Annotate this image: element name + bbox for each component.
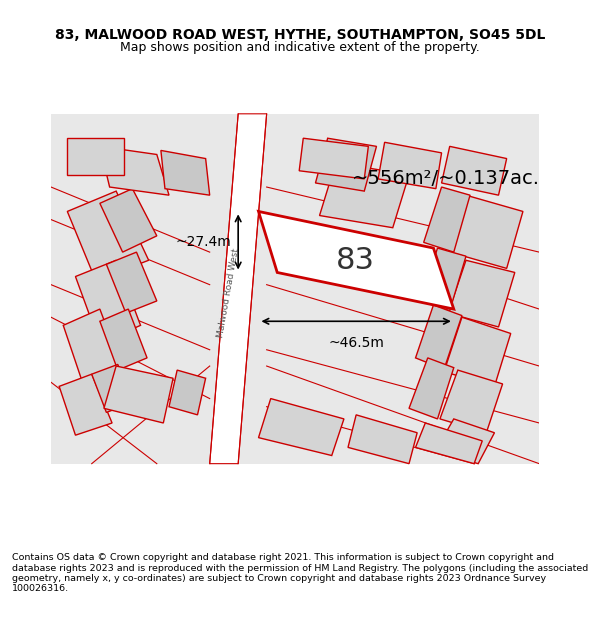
Polygon shape (299, 138, 368, 179)
Polygon shape (92, 364, 133, 413)
Polygon shape (444, 318, 511, 386)
Polygon shape (59, 374, 112, 435)
Polygon shape (100, 146, 169, 195)
Polygon shape (106, 252, 157, 313)
Text: Malwood Road West: Malwood Road West (216, 248, 241, 338)
Polygon shape (416, 423, 482, 464)
Polygon shape (416, 305, 462, 369)
Polygon shape (104, 366, 173, 423)
Text: ~556m²/~0.137ac.: ~556m²/~0.137ac. (352, 169, 540, 188)
Text: ~46.5m: ~46.5m (328, 336, 384, 350)
Polygon shape (259, 211, 454, 309)
Polygon shape (378, 142, 442, 189)
Polygon shape (440, 370, 503, 432)
Text: Map shows position and indicative extent of the property.: Map shows position and indicative extent… (120, 41, 480, 54)
Polygon shape (424, 187, 470, 252)
Polygon shape (63, 309, 124, 391)
Polygon shape (161, 151, 209, 195)
Text: ~27.4m: ~27.4m (176, 235, 232, 249)
Text: 83, MALWOOD ROAD WEST, HYTHE, SOUTHAMPTON, SO45 5DL: 83, MALWOOD ROAD WEST, HYTHE, SOUTHAMPTO… (55, 28, 545, 42)
Polygon shape (442, 146, 506, 195)
Polygon shape (435, 419, 494, 464)
Polygon shape (448, 260, 515, 327)
Polygon shape (450, 195, 523, 268)
Polygon shape (316, 138, 376, 191)
Polygon shape (169, 370, 206, 415)
Polygon shape (100, 189, 157, 252)
Polygon shape (76, 260, 140, 343)
Polygon shape (67, 138, 124, 175)
Polygon shape (259, 399, 344, 456)
Bar (51, 114, 539, 464)
Polygon shape (320, 162, 409, 228)
Text: Contains OS data © Crown copyright and database right 2021. This information is : Contains OS data © Crown copyright and d… (12, 553, 588, 593)
Polygon shape (67, 191, 149, 281)
Polygon shape (409, 358, 454, 419)
Polygon shape (100, 309, 147, 370)
Polygon shape (209, 114, 266, 464)
Text: 83: 83 (336, 246, 375, 275)
Polygon shape (421, 248, 466, 311)
Polygon shape (348, 415, 417, 464)
